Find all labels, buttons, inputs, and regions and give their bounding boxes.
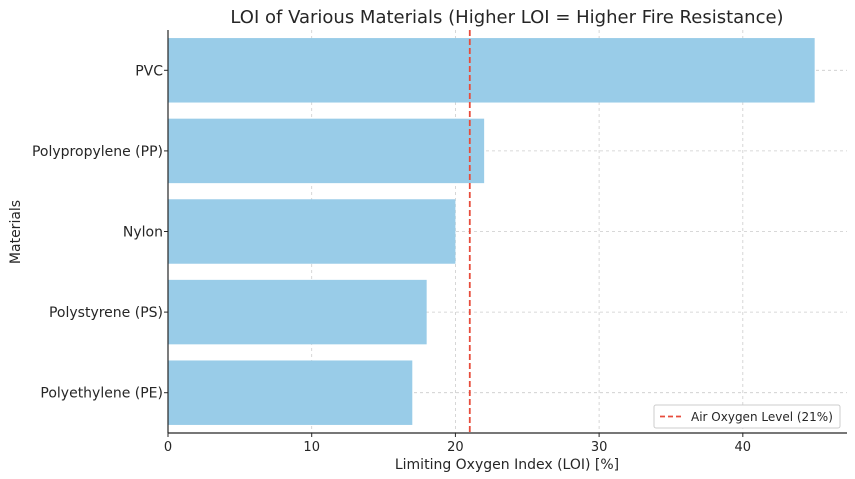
x-ticks: 0 10 20 30 40 [164, 433, 751, 455]
x-tick-label: 10 [303, 440, 320, 455]
y-tick-label: Polypropylene (PP) [32, 144, 163, 160]
legend-box [653, 404, 841, 429]
legend: Air Oxygen Level (21%) [653, 404, 841, 429]
bar-polystyrene-ps [168, 279, 427, 345]
y-tick-label: Nylon [123, 225, 163, 241]
bar-polyethylene-pe [168, 360, 413, 425]
y-tick-label: Polystyrene (PS) [49, 305, 163, 321]
x-tick-label: 0 [164, 440, 172, 455]
x-axis-label: Limiting Oxygen Index (LOI) [%] [395, 457, 619, 473]
bar-polypropylene-pp [168, 118, 485, 184]
bar-pvc [168, 38, 815, 103]
bar-nylon [168, 199, 456, 264]
x-tick-label: 20 [447, 440, 464, 455]
x-tick-label: 40 [735, 440, 752, 455]
chart-title: LOI of Various Materials (Higher LOI = H… [230, 7, 783, 28]
legend-label: Air Oxygen Level (21%) [691, 410, 833, 424]
y-tick-label: PVC [135, 63, 163, 79]
y-ticks: Polyethylene (PE) Polystyrene (PS) Nylon Po… [32, 63, 168, 402]
bars [168, 38, 815, 425]
y-axis-label: Materials [8, 200, 24, 264]
y-tick-label: Polyethylene (PE) [40, 386, 163, 402]
x-tick-label: 30 [591, 440, 608, 455]
